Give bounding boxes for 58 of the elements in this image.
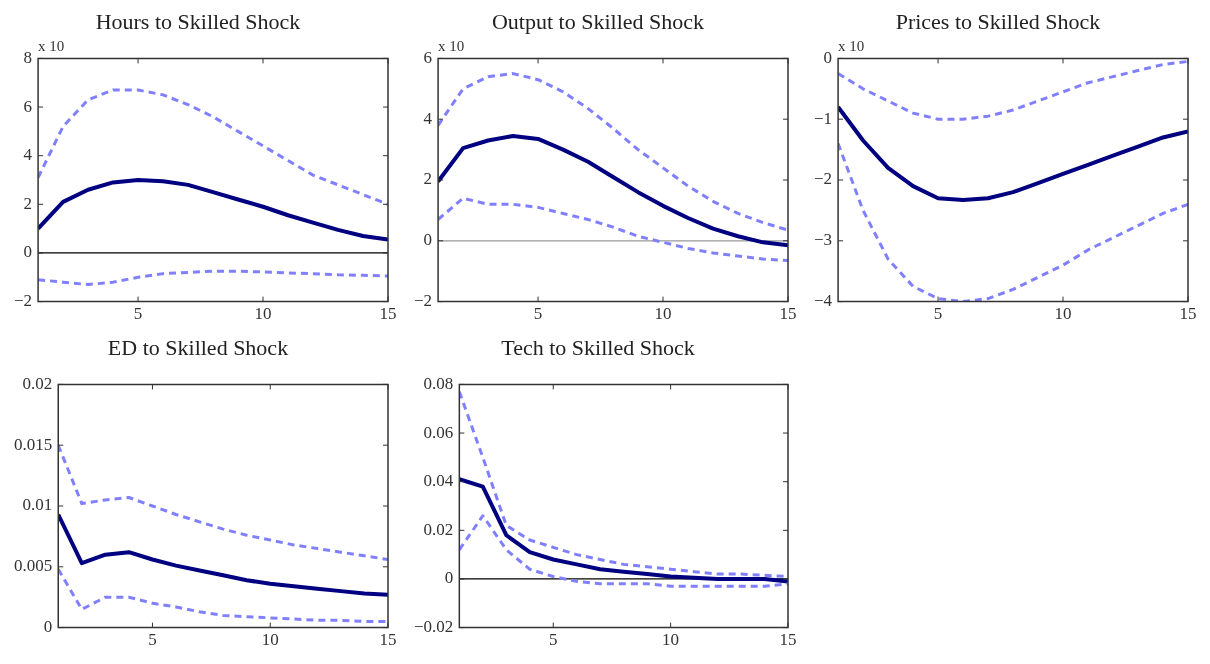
text: x 10 (38, 37, 65, 54)
x-tick-label: 10 (654, 304, 672, 324)
x-tick-label: 5 (533, 304, 543, 324)
line-series (459, 514, 788, 588)
y-tick-label: 0.01 (22, 495, 53, 515)
x-tick-label: 15 (379, 630, 397, 650)
x-tick-label: 15 (379, 304, 397, 324)
y-tick-label: −0.02 (413, 617, 454, 637)
x-tick-label: 15 (779, 630, 797, 650)
y-tick-label: 4 (23, 145, 33, 165)
line-series (38, 269, 388, 287)
y-tick-label: 0.02 (22, 373, 53, 393)
y-tick-label: 2 (23, 193, 33, 213)
x-tick-label: 5 (933, 304, 943, 324)
y-tick-label: 0 (43, 617, 53, 637)
chart-title: Output to Skilled Shock (491, 8, 705, 34)
y-tick-label: 0 (23, 242, 33, 262)
chart-title: ED to Skilled Shock (107, 334, 289, 360)
y-tick-label: −1 (813, 108, 833, 128)
y-tick-label: −3 (813, 230, 833, 250)
line-series (58, 567, 388, 624)
x-tick-label: 10 (254, 304, 272, 324)
x-tick-label: 10 (662, 630, 680, 650)
x-tick-label: 10 (1054, 304, 1072, 324)
y-tick-label: 2 (423, 169, 433, 189)
y-tick-label: −4 (813, 291, 833, 311)
y-tick-label: −2 (813, 169, 833, 189)
y-tick-label: −2 (13, 291, 33, 311)
line-series (58, 443, 388, 561)
y-tick-label: 8 (23, 47, 33, 67)
y-tick-label: 0 (423, 230, 433, 250)
y-tick-label: 0.015 (14, 434, 53, 454)
x-tick-label: 5 (148, 630, 157, 650)
y-tick-label: 0 (823, 47, 833, 67)
y-tick-label: 0.04 (423, 471, 454, 491)
x-tick-label: 5 (133, 304, 143, 324)
y-tick-label: 0.06 (423, 422, 454, 442)
line-series (438, 196, 788, 263)
chart-title: Tech to Skilled Shock (501, 334, 695, 360)
y-tick-label: −2 (413, 291, 433, 311)
y-tick-label: 0 (444, 568, 454, 588)
y-tick-label: 0.02 (423, 519, 454, 539)
chart-title: Prices to Skilled Shock (895, 8, 1101, 34)
y-tick-label: 6 (23, 96, 33, 116)
y-tick-label: 6 (423, 47, 433, 67)
y-tick-label: 4 (423, 108, 433, 128)
line-series (838, 142, 1188, 302)
chart-title: Hours to Skilled Shock (95, 8, 301, 34)
text: x 10 (838, 37, 865, 54)
line-series (438, 72, 788, 232)
line-series (838, 59, 1188, 121)
x-tick-label: 15 (779, 304, 797, 324)
x-tick-label: 15 (1179, 304, 1197, 324)
y-tick-label: 0.005 (14, 556, 53, 576)
text: x 10 (438, 37, 465, 54)
x-tick-label: 10 (261, 630, 279, 650)
x-tick-label: 5 (548, 630, 558, 650)
y-tick-label: 0.08 (423, 373, 454, 393)
